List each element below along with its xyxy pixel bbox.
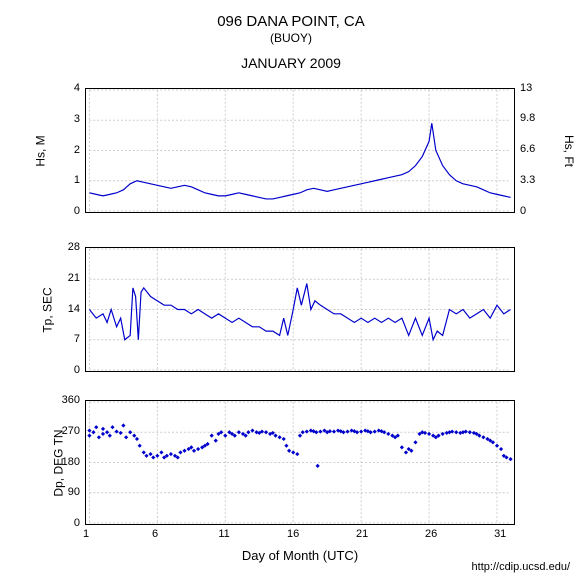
ytick-label-right: 0	[520, 205, 526, 217]
ytick-label-right: 6.6	[520, 143, 535, 155]
ytick-label: 2	[50, 144, 80, 156]
plot-svg-1	[86, 248, 514, 371]
ylabel-left: Hs, M	[34, 135, 48, 166]
xtick-label: 1	[76, 528, 96, 540]
plot-svg-0	[86, 89, 514, 212]
chart-subtitle: (BUOY)	[0, 29, 582, 45]
ytick-label: 360	[50, 394, 80, 406]
xtick-label: 31	[490, 528, 510, 540]
chart-container: 096 DANA POINT, CA (BUOY) JANUARY 2009 0…	[0, 0, 582, 581]
ylabel-right: Hs, Ft	[562, 135, 576, 167]
ylabel-left: Dp, DEG TN	[52, 429, 66, 496]
plot-svg-2	[86, 401, 514, 524]
xtick-label: 6	[145, 528, 165, 540]
xtick-label: 11	[214, 528, 234, 540]
ytick-label: 4	[50, 82, 80, 94]
x-axis-label: Day of Month (UTC)	[85, 548, 515, 563]
panel-1	[85, 247, 515, 372]
xtick-label: 21	[352, 528, 372, 540]
panel-0	[85, 88, 515, 213]
chart-month: JANUARY 2009	[0, 45, 582, 75]
ytick-label-right: 3.3	[520, 174, 535, 186]
ytick-label: 7	[50, 333, 80, 345]
ytick-label: 21	[50, 272, 80, 284]
xtick-label: 16	[283, 528, 303, 540]
ytick-label-right: 9.8	[520, 112, 535, 124]
xtick-label: 26	[421, 528, 441, 540]
ytick-label: 3	[50, 113, 80, 125]
ytick-label: 0	[50, 205, 80, 217]
ytick-label: 1	[50, 174, 80, 186]
footer-url: http://cdip.ucsd.edu/	[472, 561, 570, 573]
chart-title: 096 DANA POINT, CA	[0, 0, 582, 29]
ytick-label: 28	[50, 241, 80, 253]
ytick-label-right: 13	[520, 82, 532, 94]
ylabel-left: Tp, SEC	[41, 287, 55, 332]
ytick-label: 0	[50, 364, 80, 376]
panel-2	[85, 400, 515, 525]
